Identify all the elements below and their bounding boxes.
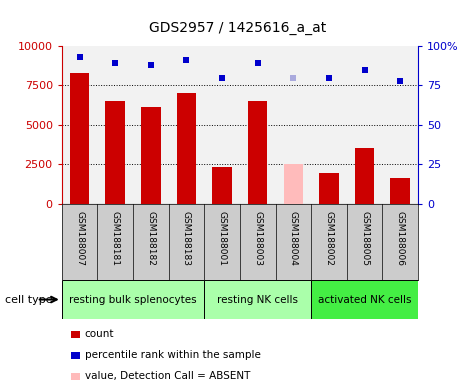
- Text: cell type: cell type: [5, 295, 52, 305]
- Text: GSM188001: GSM188001: [218, 210, 227, 266]
- Bar: [177, 93, 196, 204]
- Text: GSM188005: GSM188005: [360, 210, 369, 266]
- Bar: [62, 280, 204, 319]
- Text: GSM188181: GSM188181: [111, 210, 120, 266]
- Bar: [97, 46, 133, 204]
- Point: [396, 78, 404, 84]
- Point: [361, 67, 369, 73]
- Bar: [141, 108, 161, 204]
- Point: [254, 60, 261, 66]
- Bar: [390, 178, 410, 204]
- Point: [325, 74, 332, 81]
- Bar: [311, 46, 347, 204]
- Text: GSM188003: GSM188003: [253, 210, 262, 266]
- Text: count: count: [85, 329, 114, 339]
- Bar: [169, 46, 204, 204]
- Bar: [105, 101, 125, 204]
- Bar: [311, 280, 418, 319]
- Text: GSM188182: GSM188182: [146, 211, 155, 265]
- Bar: [133, 46, 169, 204]
- Text: GDS2957 / 1425616_a_at: GDS2957 / 1425616_a_at: [149, 21, 326, 35]
- Bar: [204, 46, 240, 204]
- Point: [182, 57, 190, 63]
- Bar: [62, 46, 97, 204]
- Text: GSM188004: GSM188004: [289, 211, 298, 265]
- Text: resting NK cells: resting NK cells: [217, 295, 298, 305]
- Text: GSM188007: GSM188007: [75, 210, 84, 266]
- Bar: [204, 280, 311, 319]
- Bar: [347, 46, 382, 204]
- Text: GSM188183: GSM188183: [182, 210, 191, 266]
- Bar: [276, 46, 311, 204]
- Text: percentile rank within the sample: percentile rank within the sample: [85, 350, 260, 360]
- Text: GSM188002: GSM188002: [324, 211, 333, 265]
- Text: activated NK cells: activated NK cells: [318, 295, 411, 305]
- Text: GSM188006: GSM188006: [396, 210, 405, 266]
- Point: [218, 74, 226, 81]
- Bar: [382, 46, 418, 204]
- Text: resting bulk splenocytes: resting bulk splenocytes: [69, 295, 197, 305]
- Point: [147, 62, 155, 68]
- Bar: [248, 101, 267, 204]
- Bar: [240, 46, 276, 204]
- Bar: [284, 164, 303, 204]
- Point: [76, 54, 84, 60]
- Point: [289, 74, 297, 81]
- Point: [111, 60, 119, 66]
- Bar: [70, 73, 89, 204]
- Text: value, Detection Call = ABSENT: value, Detection Call = ABSENT: [85, 371, 250, 381]
- Bar: [319, 173, 339, 204]
- Bar: [212, 167, 232, 204]
- Bar: [355, 149, 374, 204]
